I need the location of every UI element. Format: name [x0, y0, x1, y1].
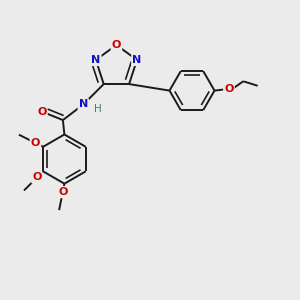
Text: O: O	[31, 138, 40, 148]
Text: O: O	[112, 40, 121, 50]
Text: N: N	[79, 100, 88, 110]
Text: O: O	[37, 107, 46, 117]
Text: O: O	[224, 84, 234, 94]
Text: O: O	[31, 138, 40, 148]
Text: O: O	[112, 40, 121, 50]
Text: O: O	[37, 107, 46, 117]
Text: O: O	[32, 172, 42, 182]
Text: N: N	[132, 55, 142, 65]
Text: H: H	[94, 104, 102, 114]
Text: N: N	[132, 55, 142, 65]
Text: O: O	[224, 84, 234, 94]
Text: O: O	[58, 187, 68, 197]
Text: N: N	[91, 55, 101, 65]
Text: N: N	[91, 55, 101, 65]
Text: N: N	[79, 100, 88, 110]
Text: O: O	[32, 172, 42, 182]
Text: O: O	[58, 187, 68, 197]
